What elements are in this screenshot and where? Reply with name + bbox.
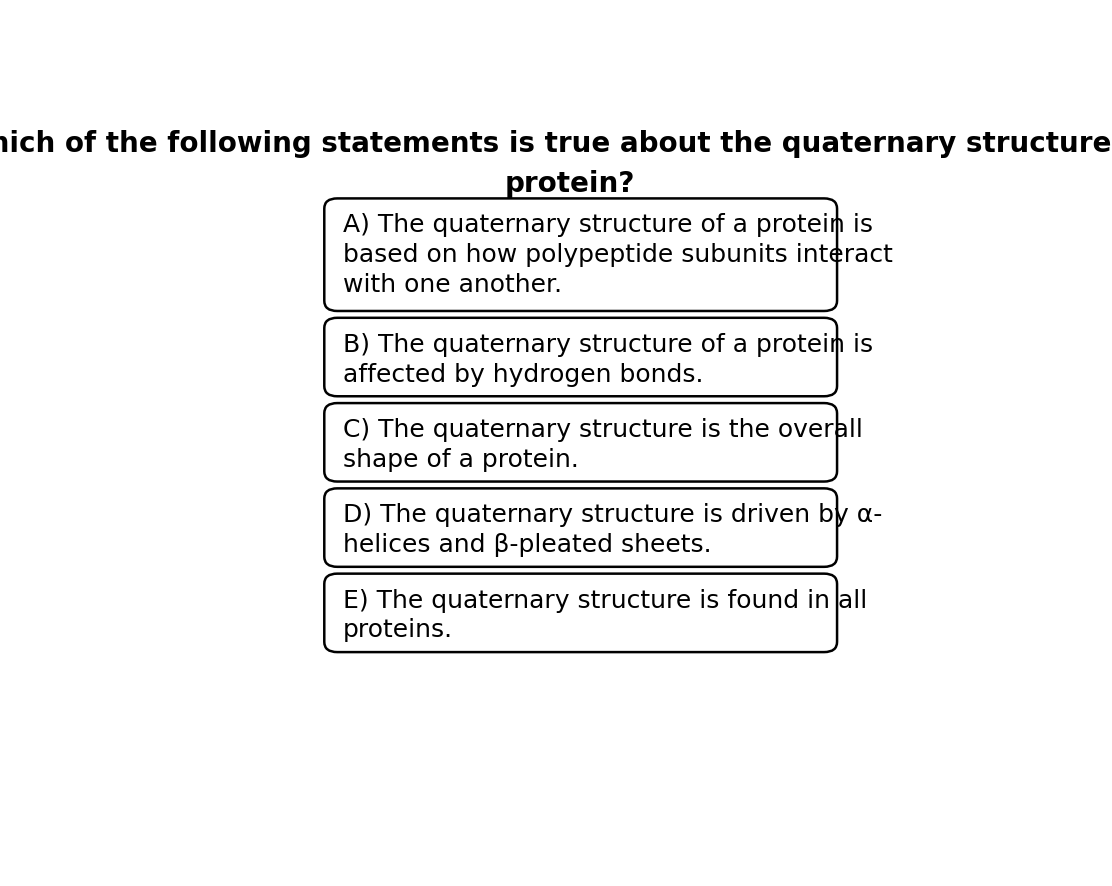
Text: A) The quaternary structure of a protein is
based on how polypeptide subunits in: A) The quaternary structure of a protein… [344,214,893,297]
Text: D) The quaternary structure is driven by α-
helices and β-pleated sheets.: D) The quaternary structure is driven by… [344,503,883,557]
Text: C) The quaternary structure is the overall
shape of a protein.: C) The quaternary structure is the overa… [344,418,863,471]
FancyBboxPatch shape [325,198,837,311]
Text: protein?: protein? [505,170,635,198]
Text: E) The quaternary structure is found in all
proteins.: E) The quaternary structure is found in … [344,588,867,642]
FancyBboxPatch shape [325,488,837,567]
Text: Which of the following statements is true about the quaternary structure of a: Which of the following statements is tru… [0,130,1112,159]
FancyBboxPatch shape [325,318,837,396]
FancyBboxPatch shape [325,573,837,652]
FancyBboxPatch shape [325,403,837,482]
Text: B) The quaternary structure of a protein is
affected by hydrogen bonds.: B) The quaternary structure of a protein… [344,333,873,386]
